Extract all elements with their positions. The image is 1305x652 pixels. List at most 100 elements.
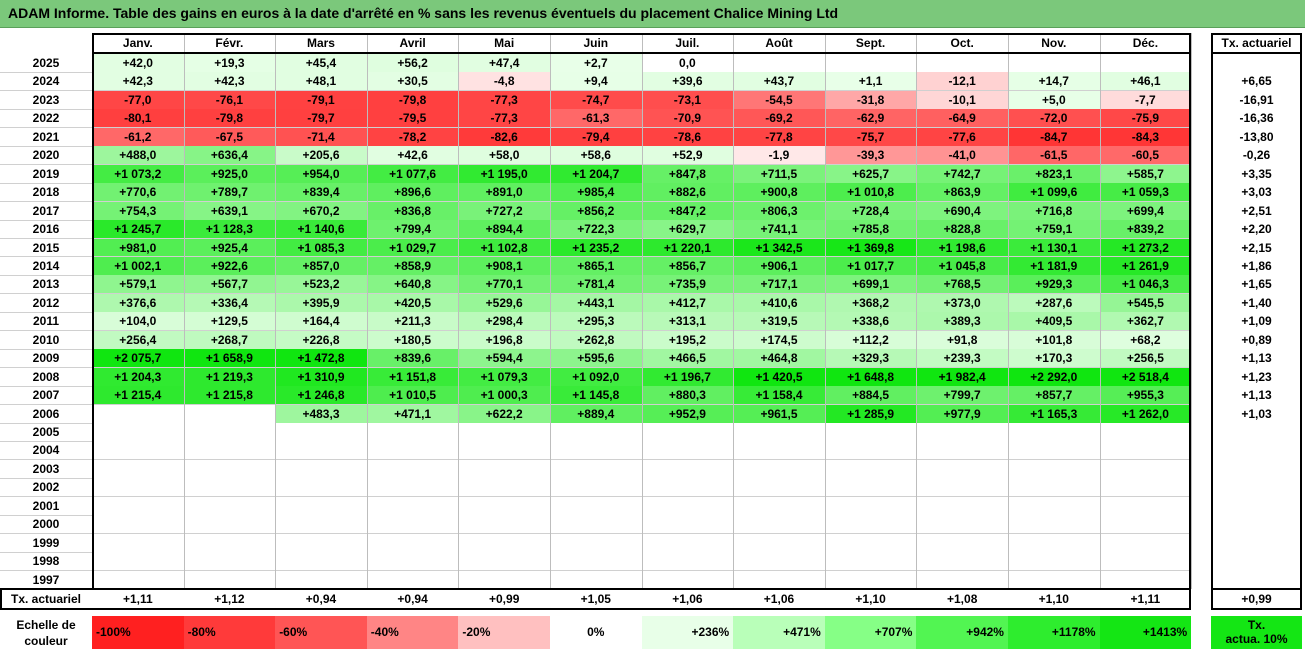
tx-actuariel-cell xyxy=(1211,534,1302,552)
heatmap-cell xyxy=(275,533,367,553)
heatmap-cell: +1 077,6 xyxy=(366,164,459,184)
heatmap-cell xyxy=(641,552,734,571)
heatmap-cell: +952,9 xyxy=(641,404,734,423)
heatmap-cell xyxy=(92,533,184,553)
heatmap-cell: +891,0 xyxy=(458,183,550,202)
month-header: Janv. xyxy=(122,36,153,50)
heatmap-cell xyxy=(1008,54,1100,73)
heatmap-cell: +985,4 xyxy=(550,183,642,202)
heatmap-cell xyxy=(458,496,550,516)
tx-actuariel-cell: +6,65 xyxy=(1241,74,1272,89)
heatmap-cell: +882,6 xyxy=(641,183,734,202)
color-scale-swatch: -60% xyxy=(275,616,367,649)
heatmap-cell: +2,7 xyxy=(550,54,642,73)
heatmap-cell: +1 215,8 xyxy=(183,386,276,405)
heatmap-cell: +806,3 xyxy=(733,201,825,221)
heatmap-cell: +977,9 xyxy=(916,404,1008,423)
footer-value: +1,11 xyxy=(122,592,153,606)
color-scale-swatch: 0% xyxy=(550,616,642,649)
heatmap-cell: +789,7 xyxy=(183,183,276,202)
heatmap-cell xyxy=(366,441,459,460)
heatmap-cell: +1 262,0 xyxy=(1099,404,1192,423)
heatmap-cell: +1 472,8 xyxy=(275,349,367,368)
heatmap-cell: +523,2 xyxy=(275,275,367,294)
heatmap-cell: +1 235,2 xyxy=(550,238,642,257)
tx-actuariel-cell xyxy=(1211,571,1302,589)
heatmap-cell: +594,4 xyxy=(458,349,550,368)
heatmap-cell xyxy=(550,570,642,590)
heatmap-cell: +759,1 xyxy=(1008,220,1100,239)
heatmap-cell: +1 145,8 xyxy=(550,386,642,405)
heatmap-cell xyxy=(733,515,825,534)
title-bar: ADAM Informe. Table des gains en euros à… xyxy=(0,0,1305,28)
heatmap-cell: +1 045,8 xyxy=(916,256,1008,276)
heatmap-cell xyxy=(366,478,459,497)
heatmap-cell xyxy=(458,423,550,442)
heatmap-cell: +900,8 xyxy=(733,183,825,202)
heatmap-cell xyxy=(550,478,642,497)
heatmap-cell: +1 195,0 xyxy=(458,164,550,184)
heatmap-cell xyxy=(458,533,550,553)
heatmap-cell xyxy=(1008,533,1100,553)
heatmap-cell: -82,6 xyxy=(458,127,550,147)
heatmap-cell xyxy=(1099,496,1192,516)
heatmap-cell: +839,4 xyxy=(275,183,367,202)
heatmap-cell xyxy=(183,423,276,442)
heatmap-cell xyxy=(183,478,276,497)
tx-actuariel-cell xyxy=(1211,460,1302,478)
heatmap-cell: -84,7 xyxy=(1008,127,1100,147)
tx-actuariel-header: Tx. actuariel xyxy=(1221,36,1292,50)
heatmap-cell: +863,9 xyxy=(916,183,1008,202)
heatmap-cell xyxy=(92,515,184,534)
heatmap-cell: +1 102,8 xyxy=(458,238,550,257)
heatmap-cell: +1 079,3 xyxy=(458,367,550,387)
footer-value: +1,11 xyxy=(1130,592,1161,606)
heatmap-cell: +717,1 xyxy=(733,275,825,294)
heatmap-cell: -73,1 xyxy=(641,90,734,110)
heatmap-cell: +58,0 xyxy=(458,146,550,165)
heatmap-cell xyxy=(458,515,550,534)
heatmap-cell: +2 075,7 xyxy=(92,349,184,368)
tx-actuariel-cell xyxy=(1211,423,1302,441)
heatmap-cell xyxy=(733,552,825,571)
heatmap-cell xyxy=(1099,552,1192,571)
heatmap-cell xyxy=(641,441,734,460)
heatmap-cell: +471,1 xyxy=(366,404,459,423)
heatmap-cell: +1 420,5 xyxy=(733,367,825,387)
heatmap-cell: +884,5 xyxy=(824,386,917,405)
heatmap-cell: -10,1 xyxy=(916,90,1008,110)
color-scale-swatch: -80% xyxy=(183,616,276,649)
heatmap-cell xyxy=(275,552,367,571)
tx-actuariel-cell: +0,89 xyxy=(1241,332,1272,347)
heatmap-cell: +39,6 xyxy=(641,72,734,91)
heatmap-cell: +48,1 xyxy=(275,72,367,91)
heatmap-cell: +1 204,7 xyxy=(550,164,642,184)
tx-actuariel-cell: +2,51 xyxy=(1241,203,1272,218)
heatmap-cell xyxy=(550,533,642,553)
heatmap-cell xyxy=(92,423,184,442)
heatmap-cell: -79,7 xyxy=(275,109,367,128)
tx-actuariel-cell: +2,15 xyxy=(1241,240,1272,255)
heatmap-cell xyxy=(183,533,276,553)
heatmap-cell: +262,8 xyxy=(550,330,642,350)
scale-label-line1: Echelle de xyxy=(16,618,76,632)
heatmap-cell xyxy=(1099,570,1192,590)
heatmap-cell: -79,8 xyxy=(183,109,276,128)
heatmap-cell: -62,9 xyxy=(824,109,917,128)
heatmap-cell xyxy=(92,478,184,497)
color-scale-swatch: +471% xyxy=(733,616,825,649)
heatmap-cell: +716,8 xyxy=(1008,201,1100,221)
year-label: 2013 xyxy=(32,277,60,292)
heatmap-cell: +727,2 xyxy=(458,201,550,221)
column-divider xyxy=(366,33,368,590)
heatmap-cell: +906,1 xyxy=(733,256,825,276)
heatmap-cell: -79,5 xyxy=(366,109,459,128)
heatmap-cell: +699,1 xyxy=(824,275,917,294)
heatmap-cell: +770,6 xyxy=(92,183,184,202)
heatmap-cell xyxy=(824,570,917,590)
heatmap-cell: +955,3 xyxy=(1099,386,1192,405)
heatmap-cell: -78,6 xyxy=(641,127,734,147)
heatmap-cell: +529,6 xyxy=(458,293,550,313)
heatmap-cell: -54,5 xyxy=(733,90,825,110)
heatmap-cell xyxy=(1099,54,1192,73)
